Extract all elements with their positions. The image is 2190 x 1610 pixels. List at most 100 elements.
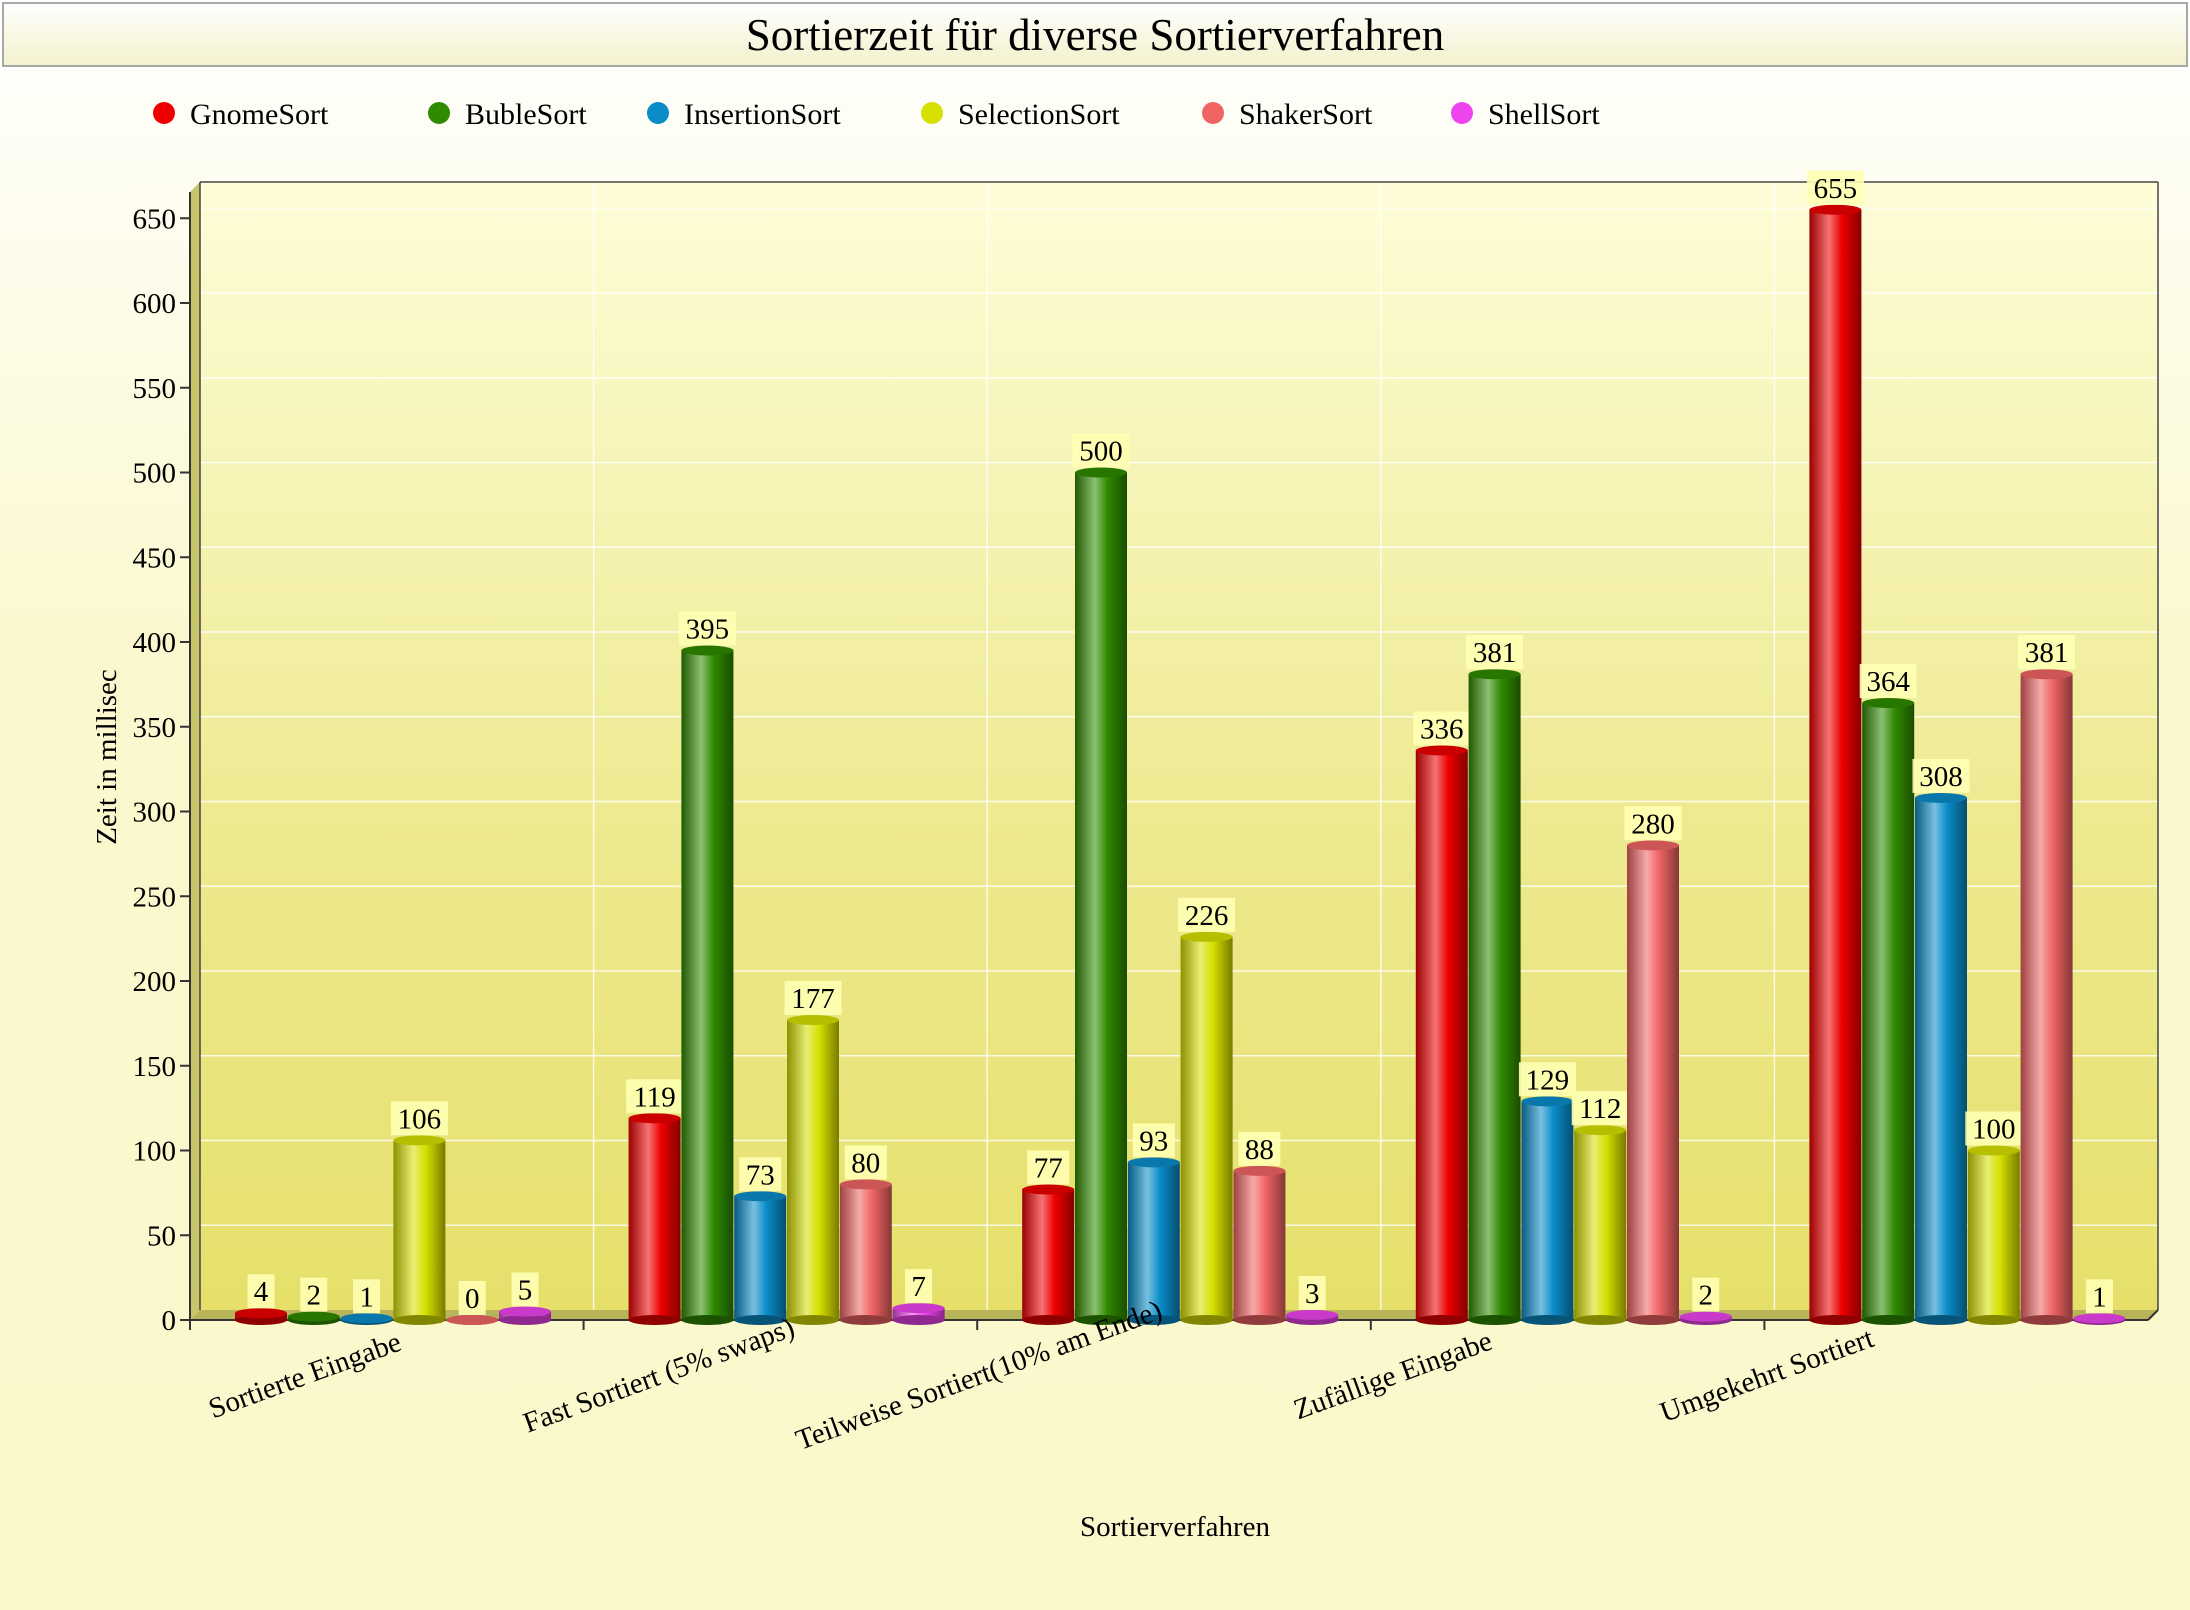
value-label: 1 <box>359 1281 374 1313</box>
bar-base <box>734 1315 787 1325</box>
bar-body <box>1967 1150 2020 1320</box>
bar-1-4: 80 <box>839 1145 892 1325</box>
value-label: 395 <box>686 613 730 645</box>
value-label-bg <box>1571 1091 1629 1126</box>
legend-marker-1 <box>428 102 450 124</box>
value-label: 80 <box>851 1147 880 1179</box>
bar-base <box>1627 1315 1679 1325</box>
bar-cap <box>393 1135 446 1146</box>
bar-body <box>1022 1189 1075 1320</box>
bar-3-2: 129 <box>1518 1062 1576 1325</box>
x-category-label-0: Sortierte Eingabe <box>204 1326 405 1425</box>
value-label-bg <box>353 1279 381 1314</box>
bar-4-1: 364 <box>1859 664 1917 1325</box>
value-label: 308 <box>1919 761 1963 793</box>
bar-cap <box>1286 1309 1339 1320</box>
value-label: 5 <box>518 1275 533 1307</box>
bar-body <box>1233 1170 1286 1320</box>
bar-body <box>1075 472 1127 1320</box>
value-label-bg <box>2085 1279 2113 1314</box>
title-box <box>2 2 2188 67</box>
legend-label-5: ShellSort <box>1488 98 1600 131</box>
bar-1-3: 177 <box>784 980 842 1325</box>
y-tick-label-11: 550 <box>133 373 177 405</box>
bar-0-3: 106 <box>390 1101 448 1325</box>
bar-cap <box>235 1308 287 1319</box>
y-tick-label-9: 450 <box>133 542 177 574</box>
bar-3-0: 336 <box>1413 711 1471 1325</box>
value-label: 77 <box>1034 1152 1063 1184</box>
value-label: 7 <box>911 1271 926 1303</box>
value-label: 100 <box>1972 1114 2016 1146</box>
value-label-bg <box>1132 1123 1175 1158</box>
y-tick-label-10: 500 <box>133 458 177 490</box>
bar-3-3: 112 <box>1571 1091 1629 1325</box>
value-label: 381 <box>1473 637 1517 669</box>
value-label-bg <box>1027 1150 1070 1185</box>
bar-cap <box>1468 669 1521 680</box>
bar-2-4: 88 <box>1233 1131 1286 1325</box>
bar-4-4: 381 <box>2018 635 2076 1325</box>
value-label-bg <box>458 1281 486 1315</box>
value-label-bg <box>1912 758 1970 793</box>
bar-base <box>1468 1315 1521 1325</box>
bar-base <box>892 1315 945 1325</box>
value-label: 280 <box>1631 808 1675 840</box>
bar-1-0: 119 <box>626 1079 684 1325</box>
value-label-bg <box>1806 170 1864 205</box>
value-label-bg <box>1859 664 1917 699</box>
value-label: 88 <box>1245 1134 1274 1166</box>
bar-2-5: 3 <box>1286 1275 1339 1325</box>
y-tick-label-7: 350 <box>133 712 177 744</box>
value-label-bg <box>1624 806 1682 841</box>
bar-cap <box>1521 1096 1574 1107</box>
legend-marker-4 <box>1202 102 1224 124</box>
bar-base <box>2020 1315 2073 1325</box>
bar-body <box>1627 845 1679 1320</box>
floor-right-edge <box>2147 1309 2159 1321</box>
bar-body <box>1127 1162 1180 1320</box>
bar-3-5: 2 <box>1679 1277 1732 1325</box>
bar-2-3: 226 <box>1178 897 1236 1325</box>
legend-label-2: InsertionSort <box>684 98 841 131</box>
bar-base <box>1574 1315 1627 1325</box>
value-label-bg <box>1466 635 1524 670</box>
chart-title: Sortierzeit für diverse Sortierverfahren <box>746 10 1444 60</box>
value-label-bg <box>511 1272 539 1307</box>
bar-cap <box>446 1315 499 1325</box>
value-label: 1 <box>2092 1281 2107 1313</box>
bar-body <box>628 1118 681 1320</box>
bar-body <box>1415 750 1468 1320</box>
bar-cap <box>340 1313 393 1324</box>
bar-cap <box>1809 204 1862 215</box>
bar-0-1: 2 <box>287 1277 340 1325</box>
bar-body <box>1809 209 1862 1320</box>
y-tick-label-13: 650 <box>133 203 177 235</box>
bar-base <box>1180 1315 1233 1325</box>
value-label: 106 <box>398 1103 442 1135</box>
bar-body <box>787 1019 839 1320</box>
value-label-bg <box>784 980 842 1015</box>
bar-cap <box>892 1303 945 1314</box>
legend-label-4: ShakerSort <box>1239 98 1373 131</box>
bar-base <box>787 1315 839 1325</box>
y-tick-label-3: 150 <box>133 1051 177 1083</box>
legend-marker-2 <box>647 102 669 124</box>
value-label-bg <box>1072 433 1130 468</box>
y-tick-label-0: 0 <box>162 1305 177 1337</box>
value-label: 381 <box>2025 637 2069 669</box>
bar-cap <box>1127 1157 1180 1168</box>
bar-cap <box>1574 1125 1627 1136</box>
bar-base <box>681 1315 734 1325</box>
y-tick-label-5: 250 <box>133 881 177 913</box>
bar-cap <box>1967 1145 2020 1156</box>
bar-base <box>1127 1315 1180 1325</box>
bar-base <box>1809 1315 1862 1325</box>
bar-4-5: 1 <box>2073 1279 2126 1325</box>
value-label: 2 <box>1699 1280 1714 1312</box>
bar-base <box>393 1315 446 1325</box>
bar-base <box>1075 1315 1127 1325</box>
bar-4-3: 100 <box>1965 1111 2023 1325</box>
